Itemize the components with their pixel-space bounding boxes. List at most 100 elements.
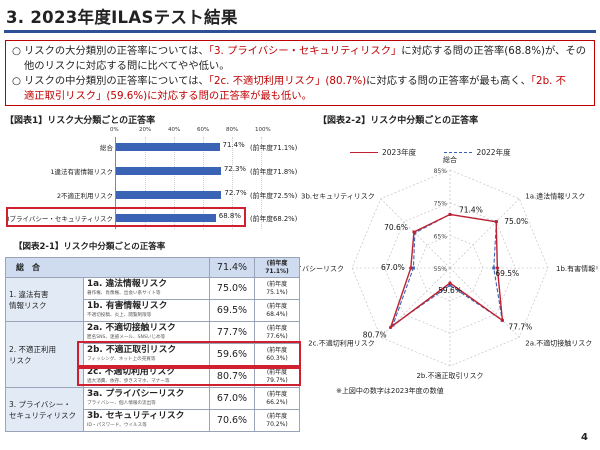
group-label: 3. プライバシー・ セキュリティリスク <box>5 387 84 432</box>
subcategory-name: 3a. プライバシーリスク <box>87 388 185 399</box>
radar-legend: 2023年度 2022年度 <box>350 146 537 158</box>
subcategory-value: 70.6% <box>209 409 255 432</box>
legend-2022: 2022年度 <box>444 147 511 158</box>
chart1-tick-label: 0% <box>110 127 119 133</box>
summary-highlight: 「3. プライバシー・セキュリティリスク」 <box>208 45 402 57</box>
legend-line-2022 <box>444 152 473 153</box>
radar-point <box>448 212 452 217</box>
radar-tick-label: 75% <box>434 201 448 208</box>
subcategory-cell: 2a. 不適切接触リスク 匿名SNS、迷惑メール、SNSいじめ等 <box>83 321 210 344</box>
chart1-row: 1違法有害情報リスク 72.3% (前年度71.8%) <box>0 164 600 178</box>
radar-point <box>448 283 452 287</box>
radar-series-2022年度 <box>391 213 503 327</box>
chart1-bar <box>116 191 222 199</box>
summary-text: (68.8%) <box>504 45 546 57</box>
chart1-tick-label: 40% <box>168 127 181 133</box>
radar-axis-label: 総合 <box>443 155 457 164</box>
subcategory-detail: 匿名SNS、迷惑メール、SNSいじめ等 <box>87 334 166 340</box>
radar-value-label: 59.6% <box>438 286 462 295</box>
summary-highlight: 「2c. 不適切利用リスク」(80.7%) <box>208 75 367 87</box>
summary-highlight: 適正取引リスク」(59.6%) <box>24 90 148 102</box>
legend-2023: 2023年度 <box>350 147 416 158</box>
chart1-category-label: 1違法有害情報リスク <box>50 168 113 176</box>
subcategory-detail: 不適切投稿、炎上、閲覧制限等 <box>87 312 152 318</box>
group-label: 1. 違法有害 情報リスク <box>5 277 84 322</box>
highlight-box-2c <box>77 367 301 386</box>
radar-point <box>500 318 505 323</box>
radar-tick-label: 65% <box>434 233 448 240</box>
subcategory-name: 2c. 不適切利用リスク <box>87 366 176 377</box>
chart1-tick-label: 60% <box>197 127 210 133</box>
table-row: 3b. セキュリティリスク ID・パスワード、ウイルス等 70.6% (前年度 70.2… <box>6 409 300 432</box>
chart1-category-label: 3プライバシー・セキュリティリスク <box>5 215 113 223</box>
radar-axis-label: 3a.プライバシーリスク <box>298 265 344 273</box>
radar-point <box>492 266 496 270</box>
chart1-gridline <box>174 137 175 229</box>
subcategory-cell: 3a. プライバシーリスク プライバシー、個人情報の流出等 <box>83 387 210 410</box>
page-number: 4 <box>581 432 588 443</box>
chart1-value-label: 68.8% <box>218 212 241 220</box>
table-row: 2c. 不適切利用リスク 過大消費、依存、歩きスマホ、マナー等 80.7% (前年度 7… <box>6 365 300 388</box>
radar-axis-label: 2b.不適正取引リスク <box>416 371 483 380</box>
radar-point <box>389 325 393 329</box>
subcategory-cell: 1a. 違法情報リスク 著作権、肖像権、出会い系サイト等 <box>83 277 210 300</box>
highlight-box-2b <box>77 341 301 367</box>
radar-value-label: 69.5% <box>495 269 519 278</box>
subcategory-name: 2b. 不適正取引リスク <box>87 344 177 355</box>
chart1-tick-label: 100% <box>255 127 271 133</box>
radar-tick-label: 55% <box>434 266 448 273</box>
chart1-row: 3プライバシー・セキュリティリスク 68.8% (前年度68.2%) <box>0 211 600 225</box>
total-label: 総 合 <box>5 257 210 278</box>
total-value: 71.4% <box>209 257 255 278</box>
risk-table: 総 合 71.4% (前年度 71.1%) 1. 違法有害 情報リスク 1a. 違法情報リス… <box>5 257 300 432</box>
radar-axis-label: 3b.セキュリティリスク <box>301 193 375 201</box>
chart1-category-label: 2不適正利用リスク <box>56 192 113 200</box>
radar-value-label: 71.4% <box>459 205 483 214</box>
radar-axis-label: 2a.不適切接触リスク <box>525 338 592 347</box>
chart1-value-label: 72.7% <box>224 189 247 197</box>
radar-spoke <box>449 198 520 269</box>
chart1-prev-label: (前年度68.2%) <box>250 215 298 223</box>
summary-line-1: ○ リスクの大分類別の正答率については、「3. プライバシー・セキュリティリスク」… <box>12 44 588 59</box>
total-prev: (前年度 71.1%) <box>254 257 300 278</box>
summary-text: が、その <box>545 45 586 57</box>
group-label: 2. 不適正利用 リスク <box>5 321 84 388</box>
chart1-gridline <box>203 137 204 229</box>
chart1-bar <box>116 167 221 175</box>
summary-text: リスクの中分類別の正答率については、 <box>24 75 209 87</box>
summary-line-2: ○ リスクの中分類別の正答率については、「2c. 不適切利用リスク」(80.7%)… <box>12 74 588 89</box>
subcategory-detail: プライバシー、個人情報の流出等 <box>87 400 156 406</box>
subcategory-cell: 1b. 有害情報リスク 不適切投稿、炎上、閲覧制限等 <box>83 299 210 322</box>
subcategory-value: 67.0% <box>209 387 255 410</box>
radar-point <box>412 230 416 234</box>
chart1-title: 【図表1】リスク大分類ごとの正答率 <box>5 116 156 126</box>
summary-box: ○ リスクの大分類別の正答率については、「3. プライバシー・セキュリティリスク」… <box>5 40 595 106</box>
subcategory-detail: 過大消費、依存、歩きスマホ、マナー等 <box>87 378 170 384</box>
radar-point <box>409 266 413 270</box>
page-title: 3. 2023年度ILASテスト結果 <box>6 8 238 27</box>
subcategory-detail: ID・パスワード、ウイルス等 <box>87 422 147 428</box>
subcategory-prev: (前年度 77.6%) <box>254 321 300 344</box>
radar-axis-label: 2c.不適切利用リスク <box>308 338 375 347</box>
summary-highlight: 「2b. 不 <box>530 75 566 87</box>
chart1-tick-label: 80% <box>226 127 239 133</box>
table-row: 2b. 不適正取引リスク フィッシング、ネット上の売買等 59.6% (前年度 60.3… <box>6 343 300 366</box>
radar-value-label: 75.0% <box>504 217 528 226</box>
subcategory-value: 75.0% <box>209 277 255 300</box>
bullet-icon: ○ <box>12 75 21 87</box>
chart1-highlight-box <box>6 207 246 227</box>
subcategory-name: 3b. セキュリティリスク <box>87 410 185 421</box>
bullet-icon: ○ <box>12 45 21 57</box>
radar-value-label: 77.7% <box>508 322 532 331</box>
chart1-prev-label: (前年度72.5%) <box>250 192 298 200</box>
summary-text: に対応する問の正答率 <box>401 45 505 57</box>
table-title: 【図表2-1】リスク中分類ごとの正答率 <box>14 242 166 252</box>
chart1-tick-label: 20% <box>139 127 152 133</box>
summary-text: に対応する問の正答率が最も高く、 <box>366 75 531 87</box>
chart1-row: 総合 71.4% (前年度71.1%) <box>0 140 600 154</box>
table-row: 3. プライバシー・ セキュリティリスク 3a. プライバシーリスク プライバシー、個… <box>5 387 300 432</box>
radar-point <box>495 266 499 270</box>
chart1-prev-label: (前年度71.8%) <box>250 168 298 176</box>
summary-line-1b: 他のリスクに対応する問に比べてやや低い。 <box>12 59 588 74</box>
subcategory-value: 69.5% <box>209 299 255 322</box>
